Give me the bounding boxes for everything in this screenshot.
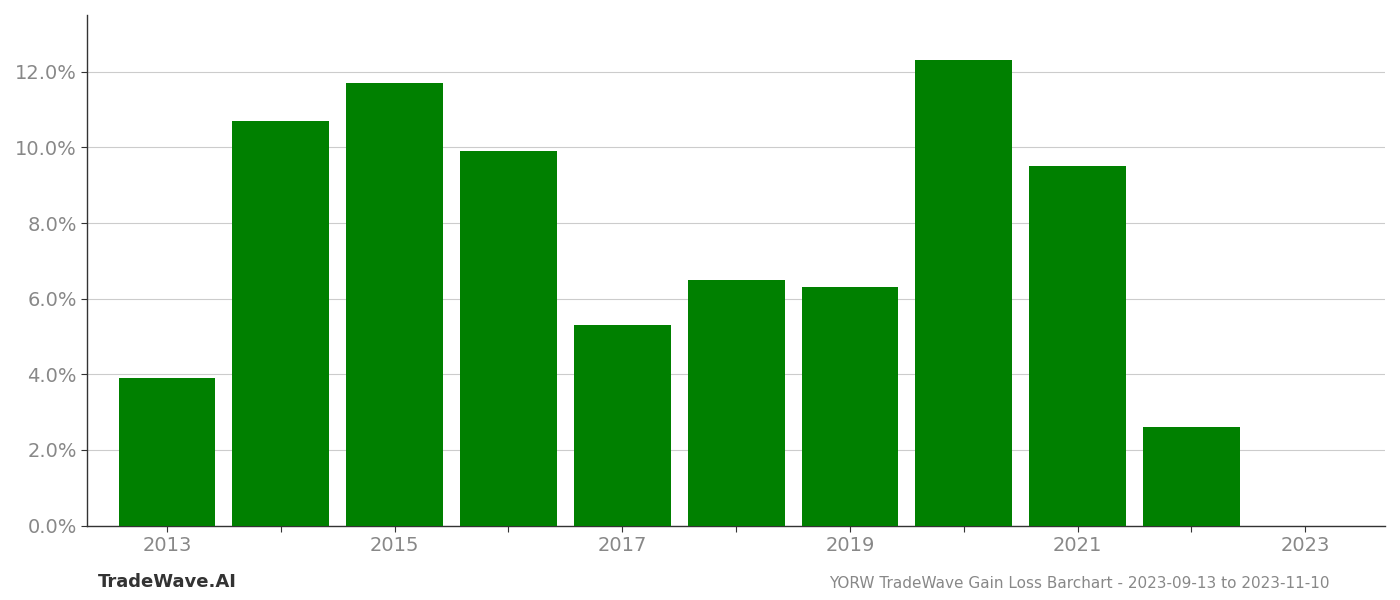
Bar (574, 325, 671, 526)
Bar (1144, 427, 1240, 526)
Bar (232, 121, 329, 526)
Bar (461, 151, 557, 526)
Bar (119, 378, 216, 526)
Bar (1029, 166, 1126, 526)
Bar (916, 61, 1012, 526)
Bar (346, 83, 442, 526)
Bar (802, 287, 899, 526)
Text: YORW TradeWave Gain Loss Barchart - 2023-09-13 to 2023-11-10: YORW TradeWave Gain Loss Barchart - 2023… (829, 576, 1330, 591)
Text: TradeWave.AI: TradeWave.AI (98, 573, 237, 591)
Bar (687, 280, 784, 526)
